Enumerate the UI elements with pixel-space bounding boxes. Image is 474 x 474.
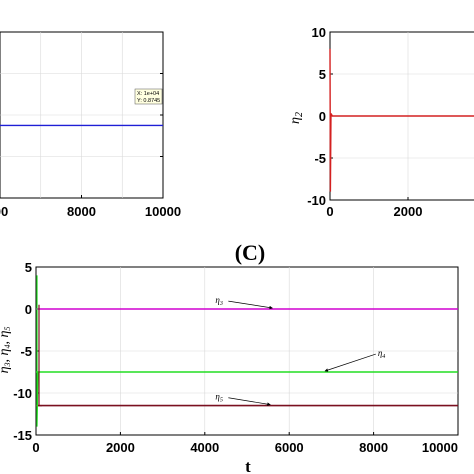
x-tick-label: 8000 [359, 440, 388, 455]
annotation-label: η5 [215, 392, 222, 404]
x-tick-label: 8000 [67, 204, 96, 219]
x-tick-label: 0 [32, 440, 39, 455]
y-tick-label: -5 [314, 151, 326, 166]
y-tick-label: 5 [319, 67, 326, 82]
x-tick-label: 6000 [275, 440, 304, 455]
x-tick-label: 10000 [422, 440, 458, 455]
panel-c-x-label: t [245, 457, 251, 474]
transient-spike-dark [38, 304, 42, 407]
panel-c-series [36, 275, 458, 427]
y-tick-label: 0 [25, 302, 32, 317]
panel-c-annotations: η3 η4 η5 [215, 295, 385, 406]
panel-c: (C) 5 0 -5 -10 -15 0 2000 4000 6000 8000 10000 η3… [0, 240, 459, 474]
panel-c-y-label: η3, η4, η5 [0, 327, 12, 374]
annotation-arrow [228, 397, 271, 406]
y-tick-label: -15 [13, 428, 32, 443]
panel-b-series [329, 48, 474, 192]
y-tick-label: 5 [25, 260, 32, 275]
annotation-label: η4 [378, 348, 385, 360]
datatip-y-label: Y: 0.8745 [137, 98, 160, 104]
y-tick-label: 0 [319, 109, 326, 124]
panel-a-x-ticks: 00 8000 10000 [0, 73, 181, 219]
y-tick-label: -5 [20, 344, 32, 359]
panel-c-title: (C) [235, 240, 266, 265]
x-tick-label: 00 [0, 204, 8, 219]
annotation-label: η3 [215, 295, 222, 307]
x-tick-label: 10000 [145, 204, 181, 219]
series-line-b-0 [329, 48, 474, 192]
x-tick-label: 2000 [106, 440, 135, 455]
annotation-arrow [228, 300, 273, 310]
panel-b: 10 5 0 -5 -10 0 2000 η2 [288, 25, 474, 219]
panel-b-y-ticks: 10 5 0 -5 -10 [307, 25, 333, 208]
annotation-arrow [324, 353, 376, 372]
datatip-box [134, 88, 163, 105]
datatip-x-label: X: 1e+04 [137, 91, 159, 97]
y-tick-label: -10 [13, 386, 32, 401]
x-tick-label: 4000 [190, 440, 219, 455]
transient-spike-green [36, 275, 39, 427]
y-tick-label: -10 [307, 193, 326, 208]
panel-c-y-ticks: 5 0 -5 -10 -15 [13, 260, 39, 443]
x-tick-label: 2000 [394, 204, 423, 219]
panel-c-x-ticks: 0 2000 4000 6000 8000 10000 [32, 432, 459, 455]
x-tick-label: 0 [326, 204, 333, 219]
panel-b-x-ticks: 0 2000 [326, 197, 422, 219]
panel-a: 00 8000 10000 X: 1e+04 Y: 0.8745 [0, 31, 181, 219]
panel-a-grid [0, 32, 163, 198]
y-tick-label: 10 [312, 25, 326, 40]
panel-a-datatip: X: 1e+04 Y: 0.8745 [134, 88, 163, 105]
panel-b-y-label: η2 [288, 112, 305, 124]
